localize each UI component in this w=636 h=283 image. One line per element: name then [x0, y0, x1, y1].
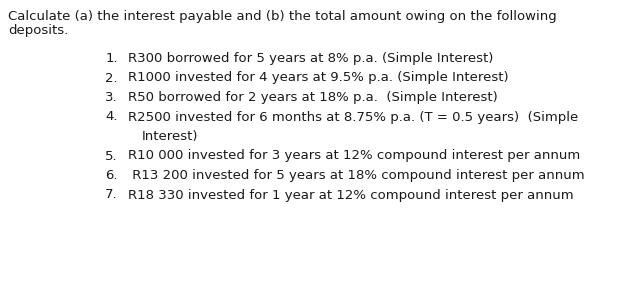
Text: 1.: 1. [106, 52, 118, 65]
Text: R300 borrowed for 5 years at 8% p.a. (Simple Interest): R300 borrowed for 5 years at 8% p.a. (Si… [128, 52, 494, 65]
Text: deposits.: deposits. [8, 24, 68, 37]
Text: R10 000 invested for 3 years at 12% compound interest per annum: R10 000 invested for 3 years at 12% comp… [128, 149, 580, 162]
Text: 5.: 5. [106, 149, 118, 162]
Text: R1000 invested for 4 years at 9.5% p.a. (Simple Interest): R1000 invested for 4 years at 9.5% p.a. … [128, 72, 509, 85]
Text: R2500 invested for 6 months at 8.75% p.a. (T = 0.5 years)  (Simple: R2500 invested for 6 months at 8.75% p.a… [128, 110, 578, 123]
Text: Interest): Interest) [142, 130, 198, 143]
Text: R13 200 invested for 5 years at 18% compound interest per annum: R13 200 invested for 5 years at 18% comp… [128, 169, 584, 182]
Text: 6.: 6. [106, 169, 118, 182]
Text: R50 borrowed for 2 years at 18% p.a.  (Simple Interest): R50 borrowed for 2 years at 18% p.a. (Si… [128, 91, 498, 104]
Text: 7.: 7. [106, 188, 118, 201]
Text: R18 330 invested for 1 year at 12% compound interest per annum: R18 330 invested for 1 year at 12% compo… [128, 188, 574, 201]
Text: 4.: 4. [106, 110, 118, 123]
Text: 2.: 2. [106, 72, 118, 85]
Text: Calculate (a) the interest payable and (b) the total amount owing on the followi: Calculate (a) the interest payable and (… [8, 10, 556, 23]
Text: 3.: 3. [106, 91, 118, 104]
